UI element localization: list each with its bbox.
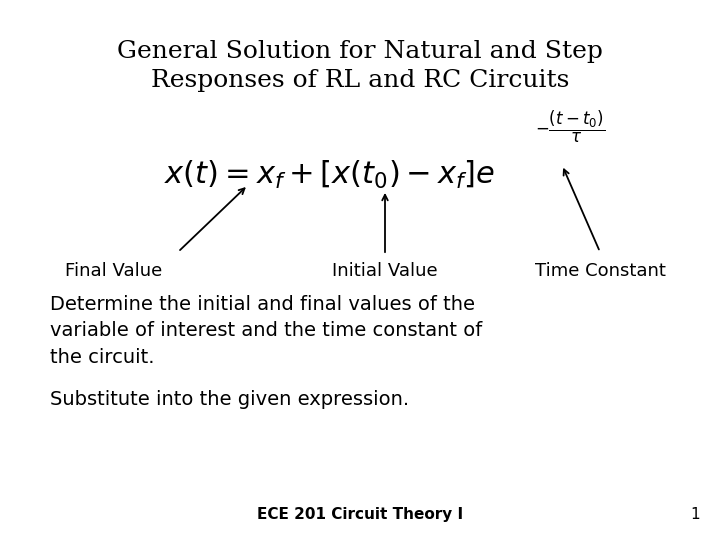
Text: Substitute into the given expression.: Substitute into the given expression. bbox=[50, 390, 409, 409]
Text: $-\dfrac{(t-t_{0})}{\tau}$: $-\dfrac{(t-t_{0})}{\tau}$ bbox=[535, 109, 606, 145]
Text: Time Constant: Time Constant bbox=[535, 262, 666, 280]
Text: $x(t) = x_{f} +[x(t_{0})-x_{f}]e$: $x(t) = x_{f} +[x(t_{0})-x_{f}]e$ bbox=[164, 159, 495, 191]
Text: Final Value: Final Value bbox=[65, 262, 162, 280]
Text: Determine the initial and final values of the
variable of interest and the time : Determine the initial and final values o… bbox=[50, 295, 482, 367]
Text: 1: 1 bbox=[690, 507, 700, 522]
Text: Initial Value: Initial Value bbox=[332, 262, 438, 280]
Text: ECE 201 Circuit Theory I: ECE 201 Circuit Theory I bbox=[257, 507, 463, 522]
Text: General Solution for Natural and Step
Responses of RL and RC Circuits: General Solution for Natural and Step Re… bbox=[117, 40, 603, 92]
